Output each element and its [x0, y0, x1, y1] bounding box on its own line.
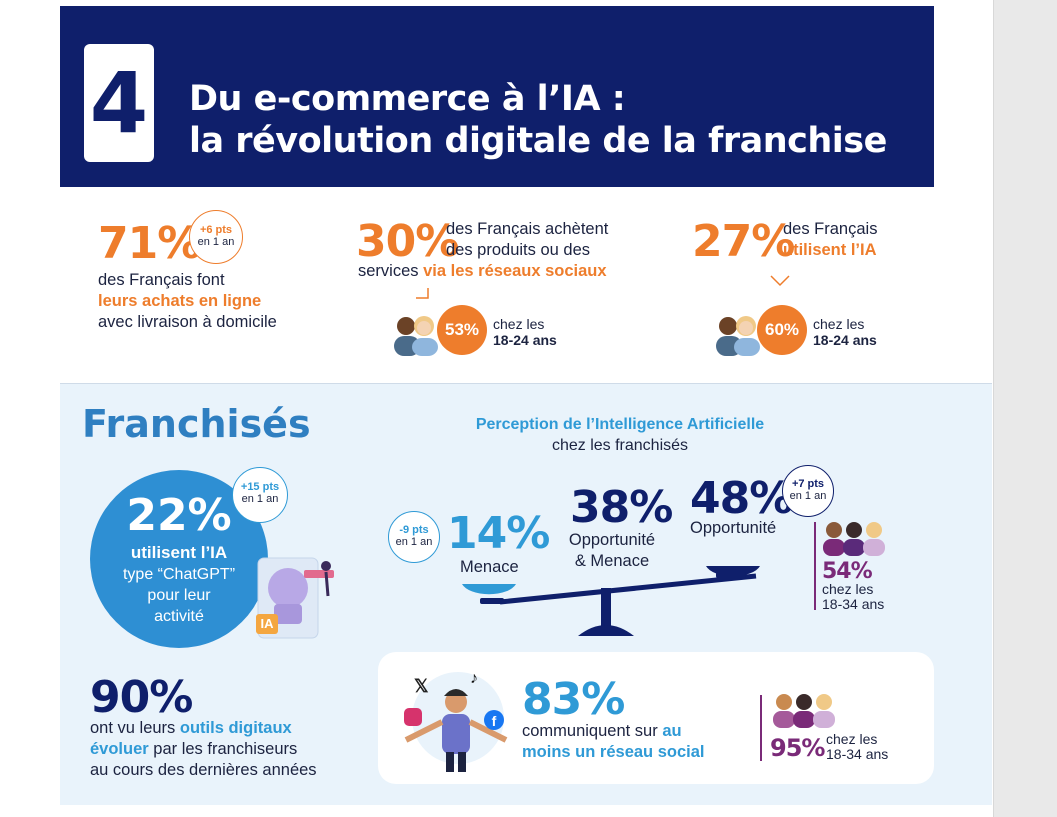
- text-line: au cours des dernières années: [90, 761, 317, 779]
- section-title-line2: la révolution digitale de la franchise: [189, 121, 887, 161]
- text-highlight: outils digitaux: [179, 719, 292, 737]
- stat-online-shopping-pct: 71%: [98, 218, 201, 269]
- young-age-label: chez les 18-24 ans: [813, 316, 877, 348]
- badge-top: +7 pts: [791, 478, 825, 490]
- both-pct: 38%: [570, 482, 673, 533]
- digital-tools-pct: 90%: [90, 672, 193, 723]
- text-line: Opportunité: [568, 531, 656, 549]
- young-pct-95: 95%: [770, 734, 825, 762]
- badge-bottom: en 1 an: [395, 536, 433, 548]
- both-label: Opportunité & Menace: [557, 530, 667, 572]
- instagram-icon: [404, 708, 422, 726]
- menace-change-badge: -9 pts en 1 an: [388, 511, 440, 563]
- ia-usage-line3: pour leur: [147, 587, 211, 604]
- ia-badge: IA: [256, 614, 278, 634]
- text-line: & Menace: [574, 552, 650, 570]
- ia-usage-line2: type “ChatGPT”: [122, 566, 236, 583]
- text-line: des Français achètent: [446, 220, 609, 238]
- text-line: chez les: [813, 316, 865, 332]
- x-icon: 𝕏: [414, 676, 429, 696]
- text-line: 18-34 ans: [822, 596, 885, 612]
- text-line: des produits ou des: [446, 241, 591, 259]
- perception-title: Perception de l’Intelligence Artificiell…: [400, 414, 840, 456]
- ia-usage-circle: 22% utilisent l’IA type “ChatGPT” pour l…: [90, 470, 268, 648]
- text-highlight: leurs achats en ligne: [98, 292, 262, 310]
- viewer-gutter: [993, 0, 1057, 817]
- text-line: communiquent sur: [522, 722, 663, 740]
- stat-social-purchase-text-top: des Français achètent des produits ou de…: [446, 219, 608, 261]
- young-age-label: chez les 18-24 ans: [493, 316, 557, 348]
- text-line: des Français font: [98, 271, 225, 289]
- text-line: chez les: [822, 581, 874, 597]
- text-highlight: utilisent l’IA: [783, 241, 877, 259]
- badge-top: -9 pts: [399, 524, 429, 536]
- badge-bottom: en 1 an: [789, 490, 827, 502]
- text-line: chez les: [493, 316, 545, 332]
- young-age-label: chez les 18-34 ans: [826, 732, 888, 762]
- balance-scale-icon: [462, 566, 760, 636]
- pointer-arrow-icon: [416, 288, 429, 299]
- stat-social-purchase-text-bottom: services via les réseaux sociaux: [358, 261, 607, 282]
- text-highlight: évoluer: [90, 740, 149, 758]
- text-line: par les franchiseurs: [148, 740, 298, 758]
- stat-social-purchase-pct: 30%: [356, 216, 459, 267]
- text-line: services: [358, 262, 424, 280]
- social-media-user-illustration-icon: [404, 672, 508, 772]
- divider: [760, 695, 762, 761]
- opportunity-pct: 48%: [690, 473, 793, 524]
- stat-ia-usage-text: des Français utilisent l’IA: [783, 219, 877, 261]
- section-number: 4: [84, 44, 154, 162]
- section-title: Du e-commerce à l’IA : la révolution dig…: [189, 78, 887, 162]
- badge-bottom: en 1 an: [241, 493, 279, 505]
- perception-title-line2: chez les franchisés: [551, 437, 689, 454]
- young-age-label: chez les 18-34 ans: [822, 582, 884, 612]
- text-highlight: au: [662, 722, 682, 740]
- social-text: communiquent sur au moins un réseau soci…: [522, 721, 704, 763]
- social-pct: 83%: [522, 674, 625, 725]
- badge-top: +6 pts: [199, 224, 233, 236]
- section-banner: [60, 6, 934, 187]
- text-highlight: via les réseaux sociaux: [423, 262, 607, 280]
- text-line: ont vu leurs: [90, 719, 180, 737]
- section-title-line1: Du e-commerce à l’IA :: [189, 79, 626, 119]
- franchisees-title: Franchisés: [82, 402, 311, 446]
- text-line: 18-24 ans: [813, 332, 877, 348]
- young-pct-54: 54%: [822, 559, 873, 584]
- ia-usage-pct: 22%: [126, 490, 232, 541]
- text-line: 18-24 ans: [493, 332, 557, 348]
- young-pct-badge: 53%: [437, 305, 487, 355]
- young-people-avatars-icon: [823, 522, 885, 556]
- opportunity-label: Opportunité: [690, 519, 777, 537]
- opportunity-change-badge: +7 pts en 1 an: [782, 465, 834, 517]
- menace-label: Menace: [460, 558, 519, 576]
- facebook-icon: f: [484, 710, 504, 730]
- chevron-down-icon: [770, 275, 790, 287]
- text-line: des Français: [783, 220, 878, 238]
- ia-usage-line4: activité: [154, 608, 204, 625]
- text-line: 18-34 ans: [826, 746, 889, 762]
- young-people-avatars-icon: [394, 316, 438, 356]
- perception-title-line1: Perception de l’Intelligence Artificiell…: [475, 416, 765, 433]
- ia-usage-change-badge: +15 pts en 1 an: [232, 467, 288, 523]
- badge-bottom: en 1 an: [197, 236, 235, 248]
- digital-tools-text: ont vu leurs outils digitaux évoluer par…: [90, 718, 317, 781]
- stat-online-shopping-text: des Français font leurs achats en ligne …: [98, 270, 277, 333]
- ia-usage-line1: utilisent l’IA: [130, 543, 228, 562]
- young-people-avatars-icon: [716, 316, 760, 356]
- badge-top: +15 pts: [240, 481, 280, 493]
- divider: [814, 522, 816, 610]
- young-people-avatars-icon: [773, 694, 835, 728]
- tiktok-icon: ♪: [470, 670, 478, 687]
- text-line: avec livraison à domicile: [98, 313, 277, 331]
- menace-pct: 14%: [447, 508, 550, 559]
- young-pct-badge: 60%: [757, 305, 807, 355]
- stat-online-shopping-change-badge: +6 pts en 1 an: [189, 210, 243, 264]
- stat-ia-usage-pct: 27%: [692, 216, 795, 267]
- text-line: chez les: [826, 731, 878, 747]
- text-highlight: moins un réseau social: [522, 743, 705, 761]
